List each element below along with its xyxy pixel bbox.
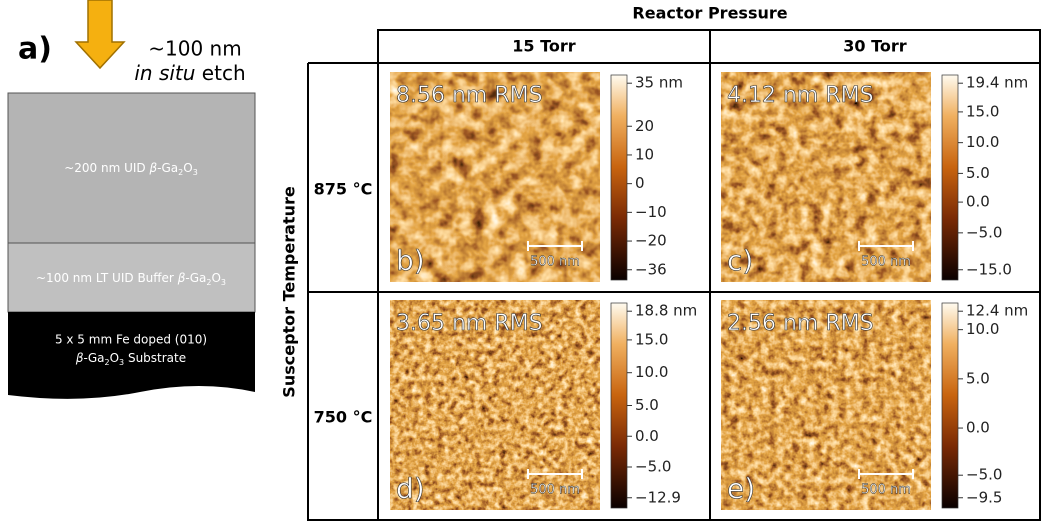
panel-label: a) (18, 32, 52, 67)
colorbar-label: 5.0 (966, 164, 990, 182)
text-part: β (148, 161, 157, 175)
text-part: 2 (105, 358, 110, 367)
layer-label: ~200 nm UID β-Ga2O3 (64, 161, 198, 178)
text-part: O (211, 271, 220, 285)
colorbar-label: −9.5 (966, 488, 1002, 506)
panel-label: b) (396, 244, 425, 277)
colorbar-label: 15.0 (966, 102, 999, 120)
colorbar-label: 0.0 (966, 193, 990, 211)
panel-label: e) (727, 472, 755, 505)
colorbar-label: −15.0 (966, 260, 1012, 278)
colorbar-label: 0 (635, 174, 645, 192)
colorbar-label: 15.0 (635, 330, 668, 348)
etch-italic: in situ (134, 61, 195, 85)
row-label: 750 °C (314, 408, 373, 427)
substrate-label: 5 x 5 mm Fe doped (010) (55, 333, 207, 347)
text-part: 3 (119, 358, 124, 367)
colorbar-label: −10 (635, 203, 667, 221)
text-part: -Ga (157, 161, 178, 175)
row-label: 875 °C (314, 180, 373, 199)
colorbar-label: −36 (635, 260, 667, 278)
text-part: Substrate (124, 351, 186, 365)
substrate (8, 312, 255, 399)
text-part: 3 (221, 278, 226, 287)
colorbar-label: 10.0 (966, 320, 999, 338)
colorbar-label: 5.0 (966, 369, 990, 387)
colorbar-label: 12.4 nm (966, 302, 1028, 320)
rms-label: 2.56 nm RMS (727, 311, 874, 336)
scale-bar-label: 500 nm (530, 483, 580, 498)
scale-bar (527, 241, 583, 251)
text-part: 3 (193, 168, 198, 177)
panel-label: c) (727, 244, 753, 277)
scale-bar (858, 241, 914, 251)
colorbar-label: 18.8 nm (635, 302, 697, 320)
colorbar-label: 19.4 nm (966, 74, 1028, 92)
column-label: 15 Torr (512, 37, 576, 56)
colorbar-label: 0.0 (635, 427, 659, 445)
etch-rest: etch (195, 61, 245, 85)
colorbar (610, 302, 628, 509)
etch-label: in situ etch (134, 61, 245, 85)
colorbar (941, 74, 959, 281)
text-part: O (110, 351, 119, 365)
layer-label: ~100 nm LT UID Buffer β-Ga2O3 (36, 271, 226, 288)
colorbar-label: 10 (635, 145, 654, 163)
colorbar (941, 302, 959, 509)
layer-buffer (7, 242, 256, 313)
layer-uid (7, 92, 256, 244)
colorbar-label: 10.0 (966, 133, 999, 151)
colorbar-label: −5.0 (966, 223, 1002, 241)
column-label: 30 Torr (843, 37, 907, 56)
colorbar (610, 74, 628, 281)
etch-arrow (74, 0, 126, 70)
rms-label: 8.56 nm RMS (396, 83, 543, 108)
substrate-label: β-Ga2O3 Substrate (75, 351, 186, 368)
colorbar-label: 10.0 (635, 363, 668, 381)
colorbar-label: 5.0 (635, 396, 659, 414)
text-part: O (183, 161, 192, 175)
text-part: -Ga (84, 351, 105, 365)
scale-bar-label: 500 nm (861, 255, 911, 270)
scale-bar-label: 500 nm (861, 483, 911, 498)
text-part: 2 (206, 278, 211, 287)
text-part: -Ga (185, 271, 206, 285)
text-part: β (75, 351, 84, 365)
colorbar-label: −5.0 (635, 458, 671, 476)
etch-amount: ~100 nm (148, 37, 241, 61)
colorbar-label: −12.9 (635, 488, 681, 506)
colorbar-label: 0.0 (966, 419, 990, 437)
scale-bar (527, 469, 583, 479)
text-part: ~200 nm UID (64, 161, 149, 175)
text-part: 2 (178, 168, 183, 177)
colorbar-label: 20 (635, 117, 654, 135)
column-header: Reactor Pressure (632, 4, 787, 23)
colorbar-label: −5.0 (966, 466, 1002, 484)
grid-lines (307, 30, 1040, 521)
rms-label: 3.65 nm RMS (396, 311, 543, 336)
text-part: ~100 nm LT UID Buffer (36, 271, 178, 285)
colorbar-label: −20 (635, 232, 667, 250)
scale-bar (858, 469, 914, 479)
colorbar-label: 35 nm (635, 74, 683, 92)
panel-label: d) (396, 472, 425, 505)
text-part: β (177, 271, 186, 285)
scale-bar-label: 500 nm (530, 255, 580, 270)
row-header: Susceptor Temperature (280, 186, 299, 398)
rms-label: 4.12 nm RMS (727, 83, 874, 108)
